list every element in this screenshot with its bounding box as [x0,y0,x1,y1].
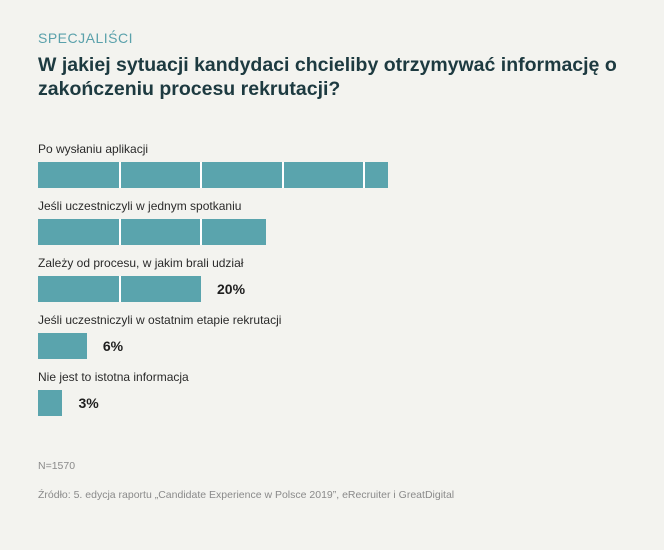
bar-tick [200,219,202,245]
category-label: Jeśli uczestniczyli w jednym spotkaniu [38,199,242,213]
bar-tick [118,219,121,245]
bar [38,333,87,359]
value-label: 6% [102,338,124,354]
category-label: Nie jest to istotna informacja [38,370,189,384]
bar-tick [118,276,121,302]
category-label: Jeśli uczestniczyli w ostatnim etapie re… [38,313,282,327]
bar [38,390,63,416]
bar-tick [281,162,284,188]
bar-tick [118,162,121,188]
chart-title: W jakiej sytuacji kandydaci chcieliby ot… [38,54,617,100]
value-label: 3% [78,395,99,411]
value-label: 20% [217,281,246,297]
source-note: Źródło: 5. edycja raportu „Candidate Exp… [38,489,455,501]
kicker: SPECJALIŚCI [38,30,133,46]
bar-tick [363,162,365,188]
sample-size: N=1570 [38,460,76,472]
category-label: Zależy od procesu, w jakim brali udział [38,256,244,270]
bar [38,162,389,188]
bar [38,219,267,245]
bar [38,276,201,302]
bar-tick [200,162,202,188]
category-label: Po wysłaniu aplikacji [38,142,149,156]
